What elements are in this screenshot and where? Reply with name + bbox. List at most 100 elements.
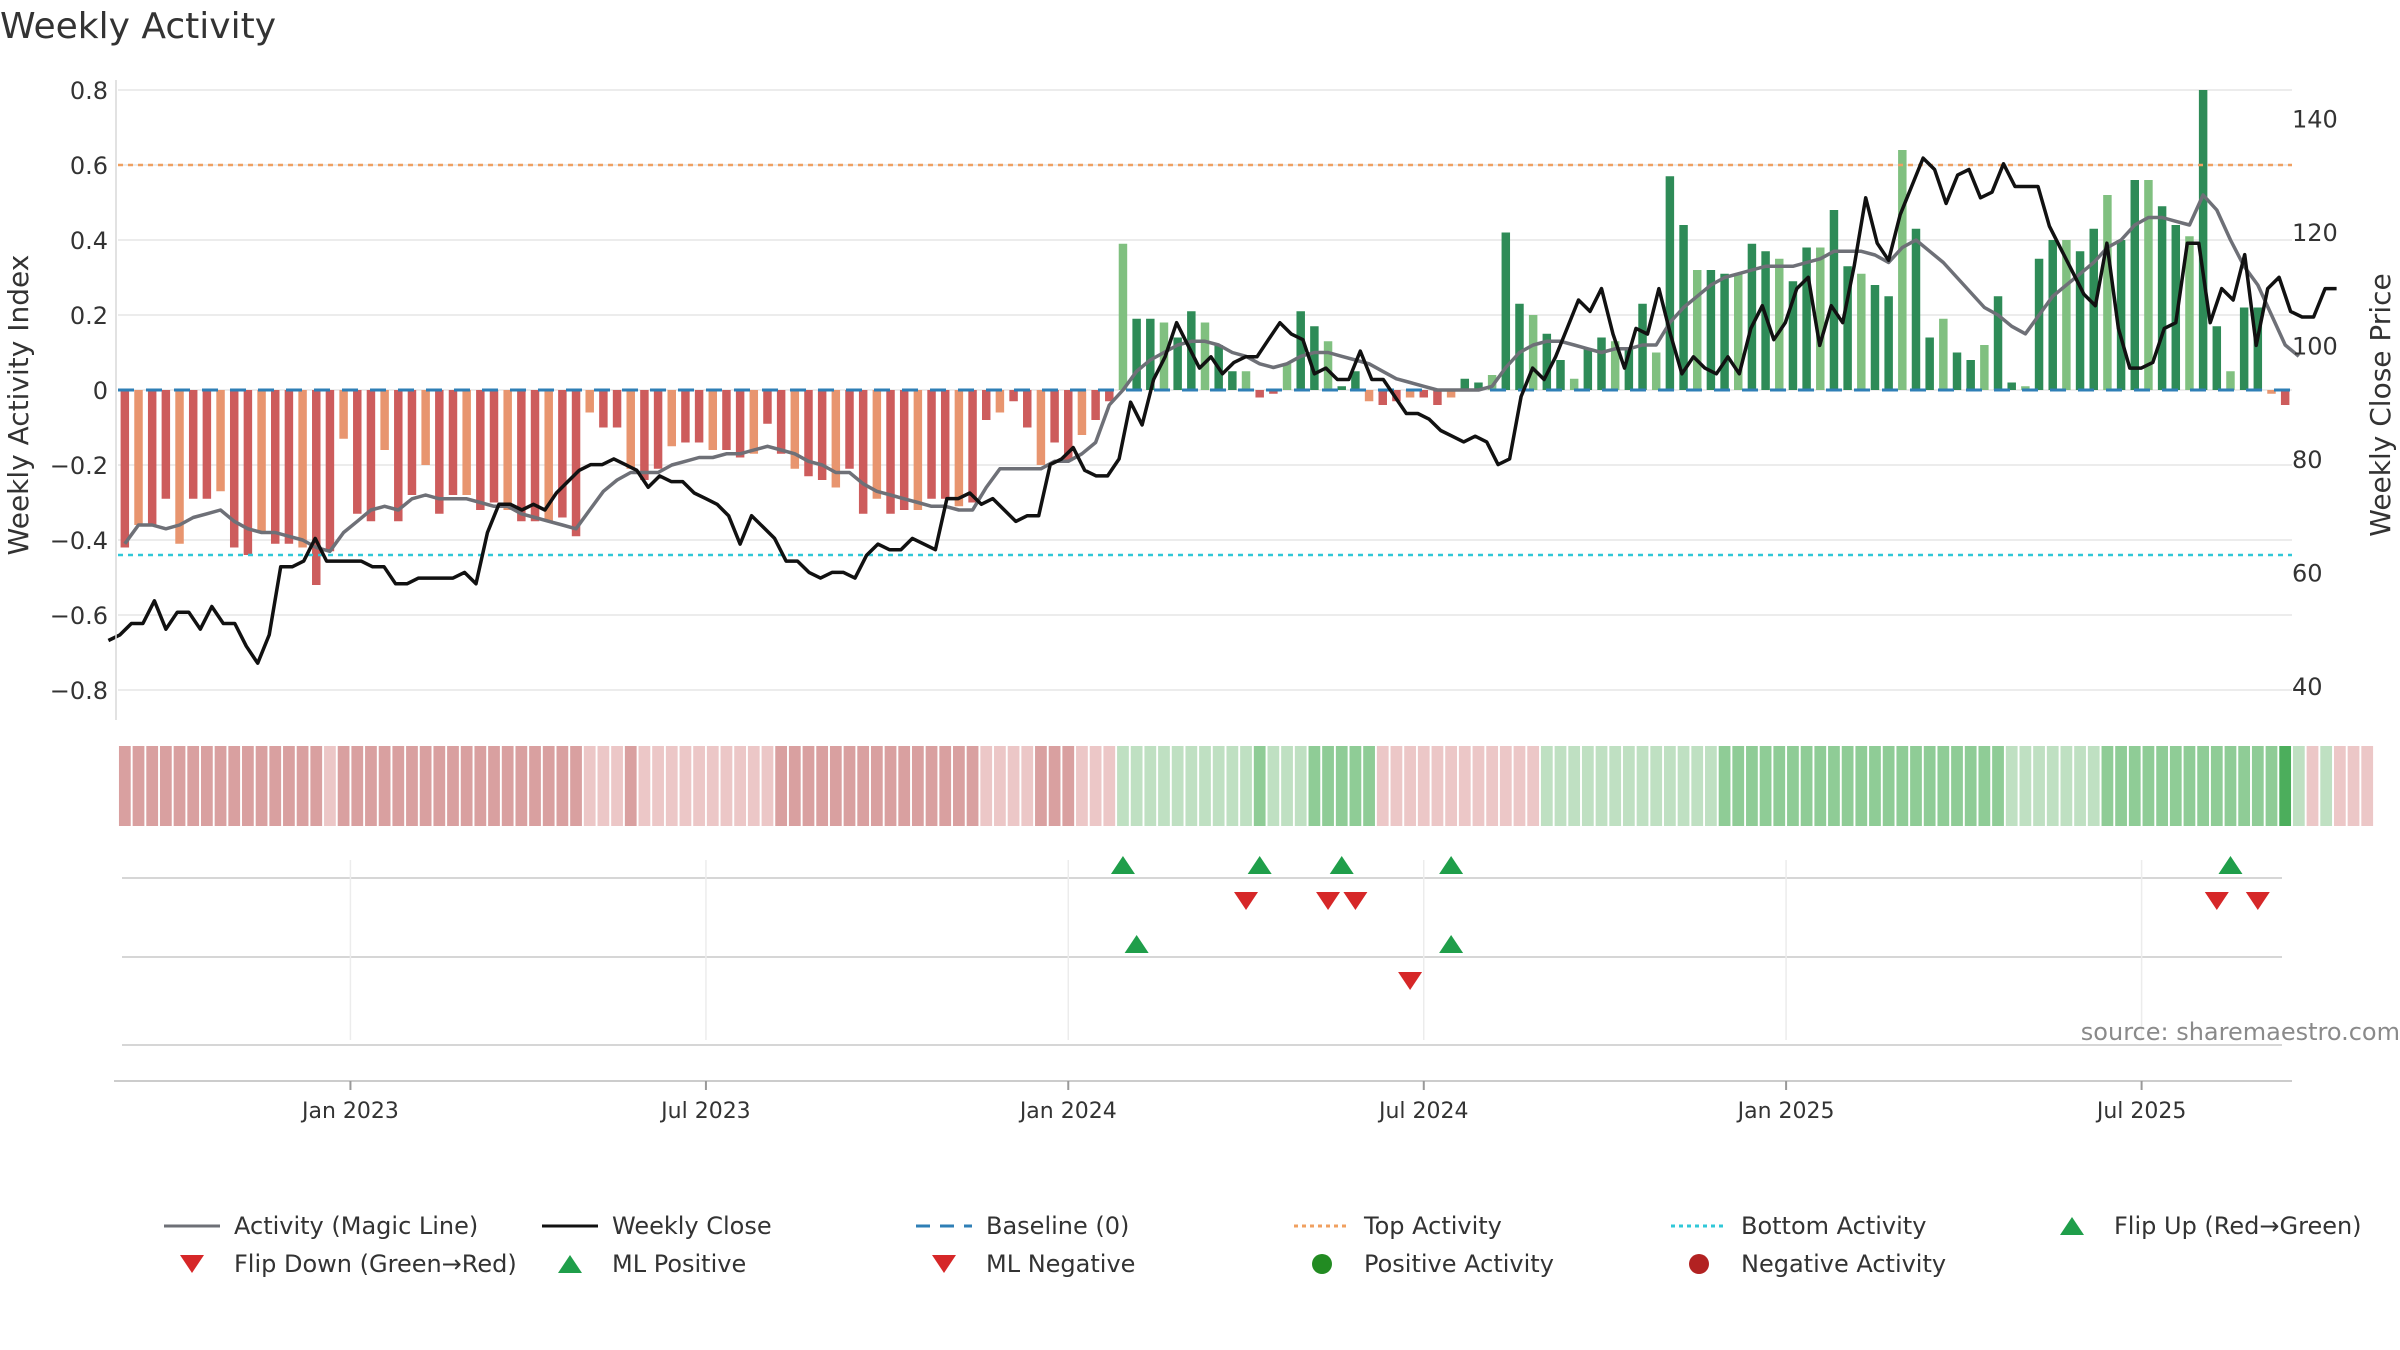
activity-band-cell — [542, 746, 555, 826]
activity-band-cell — [1609, 746, 1622, 826]
activity-band-cell — [747, 746, 760, 826]
activity-bar — [913, 390, 923, 510]
activity-bar — [612, 390, 622, 428]
activity-band-cell — [2238, 746, 2251, 826]
activity-band-cell — [1828, 746, 1840, 826]
activity-bar — [1228, 371, 1237, 390]
activity-band-cell — [2101, 746, 2114, 826]
activity-band-cell — [159, 746, 172, 826]
legend-label: Positive Activity — [1364, 1250, 1554, 1278]
activity-bar — [2157, 206, 2167, 390]
activity-band-cell — [1773, 746, 1786, 826]
activity-band-cell — [1294, 746, 1307, 826]
activity-bar — [804, 390, 813, 477]
activity-bar — [2089, 228, 2098, 390]
y-tick-label: 0.8 — [70, 77, 108, 105]
legend-label: Bottom Activity — [1741, 1212, 1927, 1240]
activity-band-cell — [1322, 746, 1334, 826]
activity-bar — [2075, 251, 2085, 390]
activity-bar — [2198, 90, 2208, 390]
activity-band-cell — [269, 746, 282, 826]
activity-bar — [1200, 322, 1210, 390]
activity-band-cell — [228, 746, 241, 826]
activity-bar — [394, 390, 403, 522]
legend-flip-down: Flip Down (Green→Red) — [160, 1246, 517, 1282]
activity-band-cell — [200, 746, 213, 826]
activity-bar — [1364, 390, 1374, 402]
activity-bar — [763, 390, 772, 424]
activity-bar — [120, 390, 130, 548]
activity-band-cell — [1664, 746, 1676, 826]
activity-bar — [366, 390, 376, 522]
activity-bar — [476, 390, 485, 510]
activity-bar — [1105, 390, 1114, 402]
y-right-tick-label: 40 — [2292, 673, 2323, 701]
ml-positive-marker — [1124, 935, 1149, 953]
activity-bar — [1898, 150, 1907, 390]
activity-band-cell — [488, 746, 500, 826]
activity-band-cell — [1048, 746, 1061, 826]
activity-bar — [1173, 337, 1182, 390]
activity-bar — [489, 390, 499, 503]
activity-band-cell — [2251, 746, 2264, 826]
activity-band-cell — [2074, 746, 2086, 826]
activity-band-cell — [2279, 746, 2292, 826]
activity-band-cell — [638, 746, 651, 826]
activity-bar — [503, 390, 512, 510]
activity-band-cell — [1705, 746, 1717, 826]
activity-band-cell — [1650, 746, 1663, 826]
activity-bar — [1665, 176, 1675, 390]
activity-band-cell — [1130, 746, 1143, 826]
activity-band-cell — [1855, 746, 1868, 826]
activity-bar — [790, 390, 800, 469]
activity-bar — [380, 390, 389, 450]
activity-band-cell — [1267, 746, 1280, 826]
activity-band-cell — [1226, 746, 1239, 826]
activity-band-cell — [1076, 746, 1088, 826]
activity-bar — [134, 390, 143, 525]
activity-band-cell — [1568, 746, 1581, 826]
activity-bar — [1296, 311, 1305, 390]
activity-band-cell — [1677, 746, 1690, 826]
activity-band-cell — [1622, 746, 1635, 826]
activity-band-cell — [652, 746, 664, 826]
legend-label: ML Negative — [986, 1250, 1136, 1278]
activity-bar — [1870, 285, 1880, 390]
activity-bar — [640, 390, 649, 480]
activity-bar — [147, 390, 157, 525]
activity-band-cell — [1787, 746, 1799, 826]
activity-band-cell — [2320, 746, 2333, 826]
y-tick-label: −0.2 — [50, 452, 108, 480]
legend-baseline: Baseline (0) — [912, 1208, 1129, 1244]
activity-band-cell — [2019, 746, 2032, 826]
activity-band-cell — [2060, 746, 2073, 826]
activity-bar — [981, 390, 991, 420]
activity-band-cell — [843, 746, 856, 826]
activity-band-cell — [392, 746, 405, 826]
activity-bar — [858, 390, 868, 514]
activity-band-cell — [1185, 746, 1198, 826]
activity-band-cell — [2115, 746, 2127, 826]
activity-band-cell — [255, 746, 268, 826]
activity-band-cell — [447, 746, 459, 826]
activity-band-cell — [1103, 746, 1116, 826]
activity-band-cell — [1746, 746, 1758, 826]
activity-band-cell — [1759, 746, 1772, 826]
activity-bar — [1050, 390, 1059, 443]
activity-bar — [188, 390, 198, 499]
activity-bar — [1911, 228, 1921, 390]
activity-band-cell — [2087, 746, 2100, 826]
x-tick-label: Jul 2024 — [1377, 1099, 1469, 1124]
legend-label: Activity (Magic Line) — [234, 1212, 479, 1240]
activity-bar — [2062, 240, 2071, 390]
activity-band-cell — [1486, 746, 1499, 826]
flip-down-marker — [2245, 892, 2270, 910]
activity-band-cell — [2306, 746, 2319, 826]
activity-band-cell — [980, 746, 993, 826]
activity-band-cell — [597, 746, 610, 826]
activity-band-cell — [173, 746, 186, 826]
activity-band-cell — [2265, 746, 2278, 826]
y-tick-label: −0.6 — [50, 602, 108, 630]
x-tick-label: Jul 2023 — [659, 1099, 751, 1124]
activity-bar — [1241, 371, 1251, 390]
